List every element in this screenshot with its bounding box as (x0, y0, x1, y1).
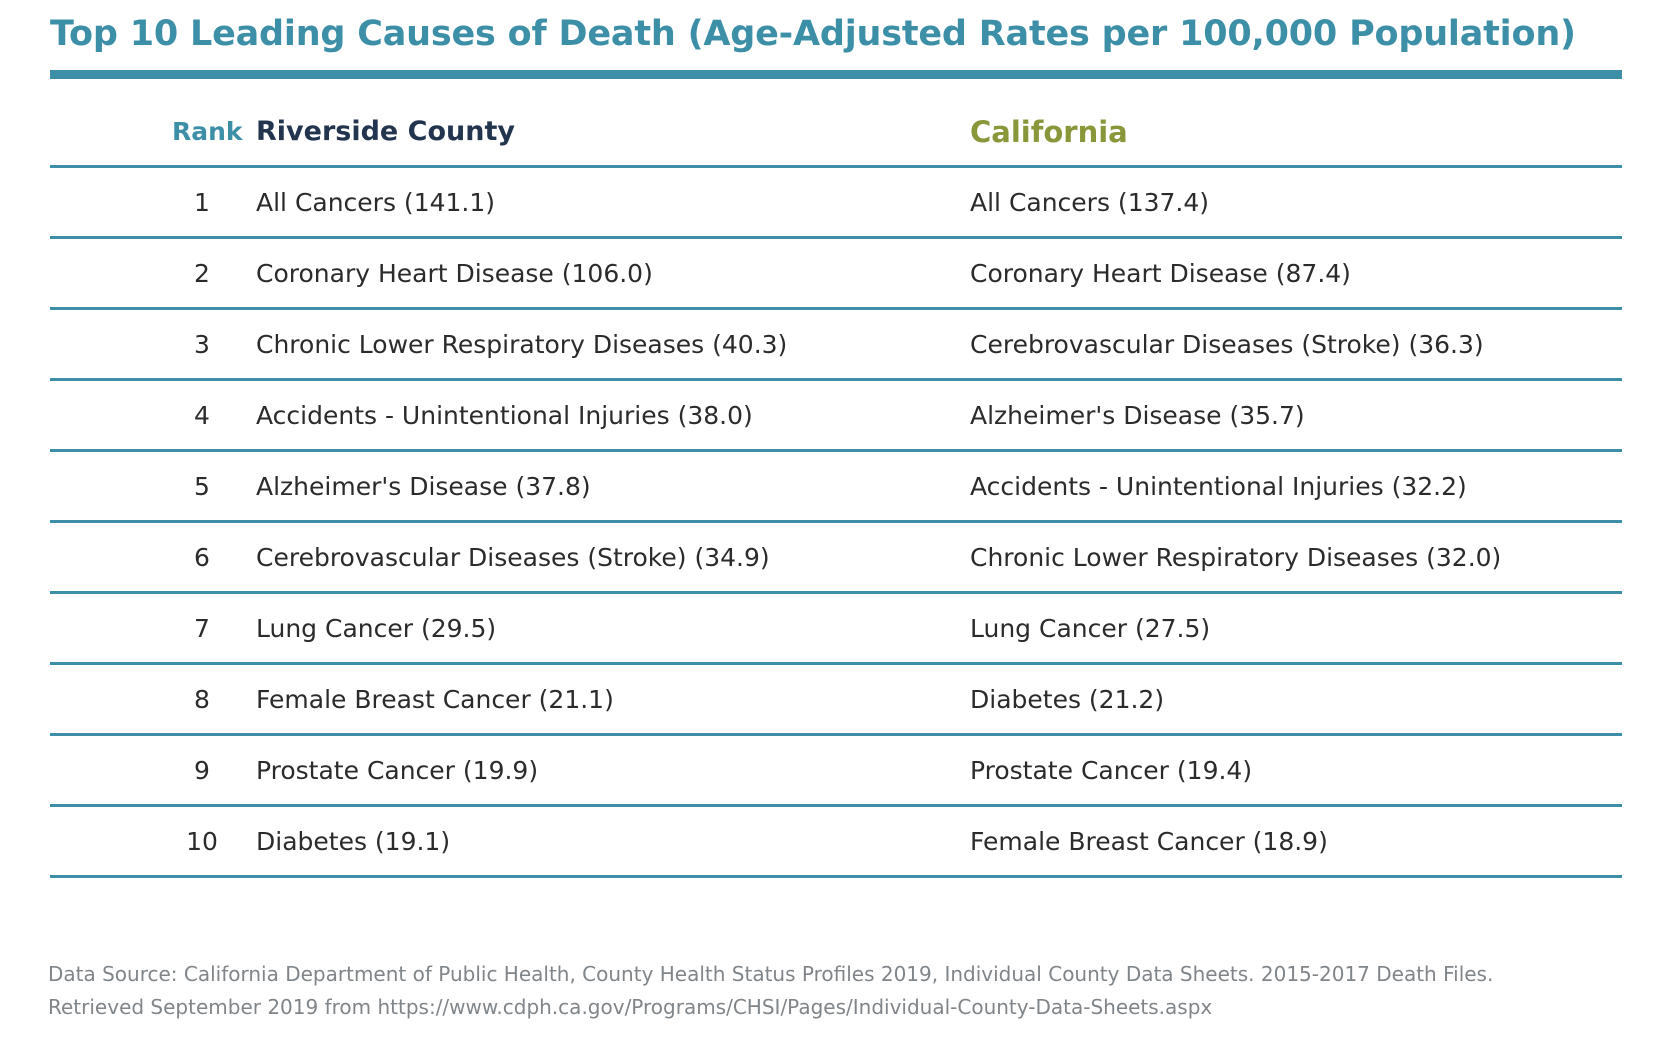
source-line-1: Data Source: California Department of Pu… (48, 962, 1494, 986)
state-cause-cell: Diabetes (21.2) (970, 684, 1165, 714)
rank-cell: 10 (50, 827, 256, 856)
rank-value: 5 (194, 471, 210, 501)
table-row: 2 Coronary Heart Disease (106.0) Coronar… (50, 239, 1622, 310)
causes-of-death-table: Rank Riverside County California 1 All C… (50, 98, 1622, 878)
rank-value: 4 (194, 400, 210, 430)
rank-value: 10 (186, 826, 218, 856)
rank-value: 7 (194, 613, 210, 643)
state-cause-cell: Coronary Heart Disease (87.4) (970, 258, 1351, 288)
rank-cell: 9 (50, 756, 256, 785)
table-row: 1 All Cancers (141.1) All Cancers (137.4… (50, 168, 1622, 239)
county-cause-cell: Chronic Lower Respiratory Diseases (40.3… (256, 329, 788, 359)
state-cause-cell: Accidents - Unintentional Injuries (32.2… (970, 471, 1467, 501)
county-cause-cell: Alzheimer's Disease (37.8) (256, 471, 591, 501)
state-cause-cell: All Cancers (137.4) (970, 187, 1210, 217)
data-source-note: Data Source: California Department of Pu… (48, 958, 1628, 1024)
rank-cell: 3 (50, 330, 256, 359)
rank-cell: 1 (50, 188, 256, 217)
county-cause-cell: Coronary Heart Disease (106.0) (256, 258, 653, 288)
state-header: California (970, 114, 1128, 149)
rank-value: 2 (194, 258, 210, 288)
county-header: Riverside County (256, 116, 515, 147)
state-cause-cell: Cerebrovascular Diseases (Stroke) (36.3) (970, 329, 1484, 359)
rank-header-cell: Rank (50, 117, 256, 146)
county-cause-cell: Prostate Cancer (19.9) (256, 755, 539, 785)
rank-cell: 7 (50, 614, 256, 643)
table-row: 6 Cerebrovascular Diseases (Stroke) (34.… (50, 523, 1622, 594)
county-cause-cell: Female Breast Cancer (21.1) (256, 684, 614, 714)
rank-cell: 2 (50, 259, 256, 288)
state-cause-cell: Alzheimer's Disease (35.7) (970, 400, 1305, 430)
title-divider (50, 70, 1622, 79)
state-cause-cell: Prostate Cancer (19.4) (970, 755, 1253, 785)
source-line-2: Retrieved September 2019 from https://ww… (48, 995, 1213, 1019)
county-cause-cell: Diabetes (19.1) (256, 826, 451, 856)
table-row: 4 Accidents - Unintentional Injuries (38… (50, 381, 1622, 452)
table-row: 3 Chronic Lower Respiratory Diseases (40… (50, 310, 1622, 381)
table-header-row: Rank Riverside County California (50, 98, 1622, 168)
rank-cell: 6 (50, 543, 256, 572)
table-row: 8 Female Breast Cancer (21.1) Diabetes (… (50, 665, 1622, 736)
rank-header: Rank (172, 117, 243, 146)
state-cause-cell: Female Breast Cancer (18.9) (970, 826, 1328, 856)
state-cause-cell: Chronic Lower Respiratory Diseases (32.0… (970, 542, 1502, 572)
state-cause-cell: Lung Cancer (27.5) (970, 613, 1211, 643)
rank-cell: 8 (50, 685, 256, 714)
table-row: 5 Alzheimer's Disease (37.8) Accidents -… (50, 452, 1622, 523)
table-row: 7 Lung Cancer (29.5) Lung Cancer (27.5) (50, 594, 1622, 665)
county-cause-cell: Lung Cancer (29.5) (256, 613, 497, 643)
rank-value: 1 (194, 187, 210, 217)
rank-cell: 5 (50, 472, 256, 501)
county-cause-cell: Cerebrovascular Diseases (Stroke) (34.9) (256, 542, 770, 572)
county-cause-cell: Accidents - Unintentional Injuries (38.0… (256, 400, 753, 430)
rank-value: 3 (194, 329, 210, 359)
county-cause-cell: All Cancers (141.1) (256, 187, 496, 217)
table-row: 9 Prostate Cancer (19.9) Prostate Cancer… (50, 736, 1622, 807)
page-title: Top 10 Leading Causes of Death (Age-Adju… (50, 14, 1576, 54)
rank-value: 6 (194, 542, 210, 572)
table-row: 10 Diabetes (19.1) Female Breast Cancer … (50, 807, 1622, 878)
rank-value: 8 (194, 684, 210, 714)
rank-cell: 4 (50, 401, 256, 430)
rank-value: 9 (194, 755, 210, 785)
